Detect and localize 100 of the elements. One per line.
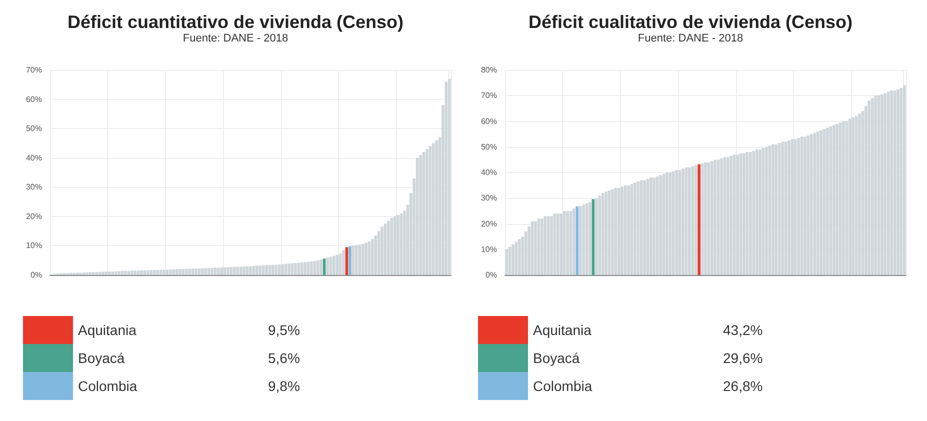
bar <box>736 154 739 275</box>
bar <box>758 149 762 275</box>
bar <box>902 85 906 275</box>
chart-title: Déficit cuantitativo de vivienda (Censo) <box>67 12 404 32</box>
bar <box>810 134 813 275</box>
bar <box>435 140 438 275</box>
bar <box>682 168 684 275</box>
bar <box>848 118 852 275</box>
bar <box>636 181 640 275</box>
bar <box>204 268 207 275</box>
bar <box>246 266 249 275</box>
bar <box>714 160 717 275</box>
bar <box>852 117 854 275</box>
bar <box>143 270 146 275</box>
text: 9,8% <box>268 378 300 394</box>
bar <box>650 178 652 275</box>
bar <box>326 258 329 275</box>
bar <box>111 271 114 275</box>
bar <box>688 167 691 275</box>
y-tick-label: 30% <box>480 194 497 203</box>
bar <box>659 175 662 275</box>
bar <box>352 246 355 275</box>
bar <box>749 152 752 275</box>
bar <box>140 270 143 275</box>
bar <box>175 269 178 275</box>
bar <box>226 267 230 275</box>
bar <box>242 266 246 275</box>
bar <box>304 262 306 275</box>
bar <box>806 135 810 275</box>
legend-label: Aquitania <box>78 322 137 338</box>
bar <box>598 196 602 275</box>
y-tick-label: 30% <box>26 182 42 192</box>
text: 26,8% <box>723 378 763 394</box>
bar <box>316 260 320 275</box>
bar <box>572 208 576 275</box>
bar <box>426 149 428 275</box>
chart-subtitle: Fuente: DANE - 2018 <box>182 32 288 44</box>
bar <box>604 192 608 275</box>
bar <box>182 269 185 275</box>
legend-label: Colombia <box>78 378 138 394</box>
bar <box>256 266 258 275</box>
y-tick-label: 60% <box>480 116 497 126</box>
y-tick-label: 10% <box>26 241 42 250</box>
bar <box>768 146 772 275</box>
bar <box>656 176 659 275</box>
bar <box>150 270 152 275</box>
y-tick-label: 60% <box>26 94 42 104</box>
bar <box>162 270 166 275</box>
bar <box>320 259 322 275</box>
y-tick-label: 70% <box>480 91 497 100</box>
bar <box>813 132 816 275</box>
bar <box>390 218 394 275</box>
bar <box>200 268 204 275</box>
bar <box>313 260 316 275</box>
bar <box>265 265 268 275</box>
bar <box>348 246 352 275</box>
bar <box>698 164 700 275</box>
bar <box>595 198 598 275</box>
bar <box>643 180 646 275</box>
text: 9,5% <box>268 322 300 338</box>
y-tick-label: 20% <box>480 219 497 228</box>
bar <box>634 182 636 275</box>
bar <box>258 266 262 275</box>
bar <box>886 92 890 275</box>
bar <box>114 271 118 275</box>
bar <box>239 266 242 275</box>
bar <box>124 270 127 275</box>
bar <box>845 121 848 275</box>
bar <box>127 270 130 275</box>
bar <box>732 154 736 275</box>
bar <box>640 180 643 275</box>
bar <box>214 268 217 275</box>
bar <box>726 157 730 275</box>
bar <box>272 264 274 275</box>
y-tick-label: 0% <box>30 270 42 280</box>
y-tick-label: 10% <box>480 244 497 254</box>
chart-title: Déficit cualitativo de vivienda (Censo) <box>528 12 853 32</box>
bar <box>297 262 300 275</box>
bar <box>771 144 774 275</box>
legend-label: Boyacá <box>533 350 580 366</box>
bar <box>752 150 756 275</box>
bar <box>146 270 150 275</box>
bar <box>617 188 620 275</box>
bar <box>159 270 162 275</box>
bar <box>868 100 871 275</box>
y-tick-label: 70% <box>26 66 42 74</box>
bar <box>166 270 169 275</box>
text: 29,6% <box>723 350 763 366</box>
bar <box>884 93 887 275</box>
bar <box>578 206 582 275</box>
bar <box>505 249 508 275</box>
bar <box>393 216 396 275</box>
y-tick-label: 50% <box>26 124 42 134</box>
bar <box>566 210 569 275</box>
text: 43,2% <box>723 322 763 338</box>
bar <box>804 136 806 275</box>
bar <box>720 158 723 275</box>
bar <box>230 267 233 275</box>
legend-label: Aquitania <box>533 322 592 338</box>
bar <box>601 193 604 275</box>
